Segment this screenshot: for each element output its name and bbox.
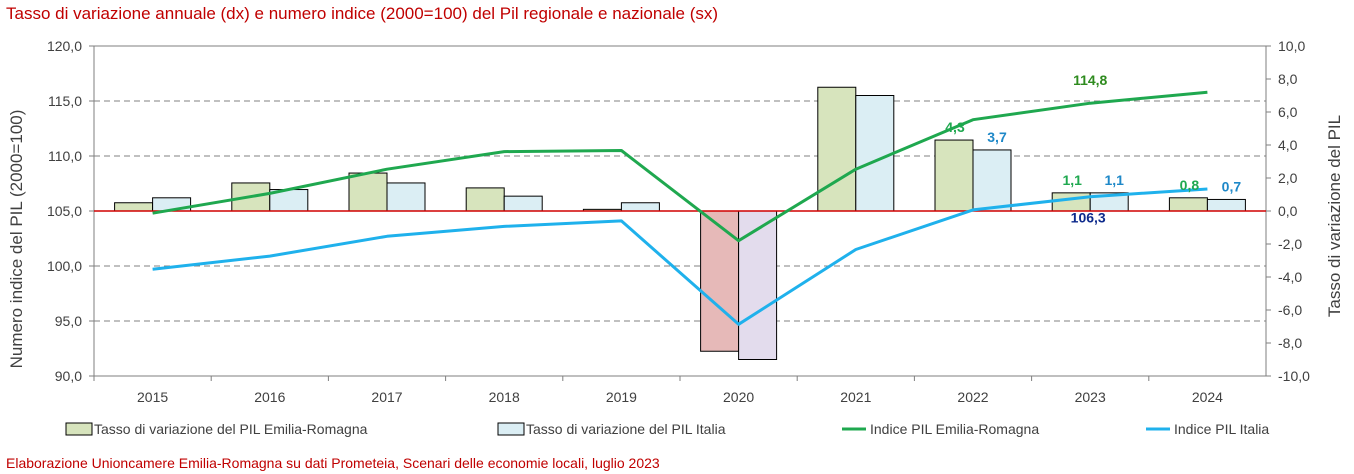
chart-source: Elaborazione Unioncamere Emilia-Romagna … [6, 455, 660, 471]
x-tick-label: 2022 [957, 389, 988, 405]
data-label: 0,8 [1180, 177, 1200, 193]
bar-italia [855, 95, 895, 212]
data-label: 114,8 [1073, 72, 1107, 88]
chart-title: Tasso di variazione annuale (dx) e numer… [6, 4, 719, 23]
y2-tick-label: -10,0 [1278, 368, 1310, 384]
data-label: 0,7 [1222, 178, 1242, 194]
line-emilia-romagna [152, 90, 1208, 243]
y-tick-label: 115,0 [48, 93, 82, 109]
data-label: 3,7 [987, 129, 1007, 145]
y-tick-label: 90,0 [55, 368, 82, 384]
x-tick-label: 2020 [723, 389, 754, 405]
bar-italia [503, 195, 543, 212]
legend-label: Tasso di variazione del PIL Emilia-Romag… [94, 421, 368, 437]
x-tick-label: 2021 [840, 389, 871, 405]
bar-emilia-romagna [1051, 192, 1091, 212]
x-tick-label: 2018 [489, 389, 520, 405]
bar-emilia-romagna [934, 139, 974, 212]
y-tick-label: 95,0 [55, 313, 82, 329]
y2-tick-label: 8,0 [1278, 71, 1298, 87]
line-italia [152, 187, 1208, 326]
x-tick-label: 2019 [606, 389, 637, 405]
y2-tick-label: 2,0 [1278, 170, 1298, 186]
legend-label: Indice PIL Italia [1174, 421, 1269, 437]
bar-emilia-romagna [348, 172, 388, 212]
x-tick-label: 2016 [254, 389, 285, 405]
y2-tick-label: 10,0 [1278, 38, 1305, 54]
y2-tick-label: 0,0 [1278, 203, 1298, 219]
bar-emilia-romagna [1168, 197, 1208, 212]
y-axis-title: Numero indice del PIL (2000=100) [7, 110, 26, 369]
y2-tick-label: -4,0 [1278, 269, 1302, 285]
data-label: 1,1 [1062, 172, 1082, 188]
bar-italia [972, 149, 1012, 212]
bar-emilia-romagna [700, 210, 740, 352]
y-tick-label: 110,0 [48, 148, 82, 164]
y2-tick-label: -8,0 [1278, 335, 1302, 351]
x-tick-label: 2024 [1192, 389, 1223, 405]
x-tick-label: 2017 [371, 389, 402, 405]
y-tick-label: 100,0 [47, 258, 82, 274]
legend-swatch [497, 422, 525, 436]
data-label: 4,3 [945, 119, 965, 135]
x-tick-label: 2023 [1075, 389, 1106, 405]
legend-label: Indice PIL Emilia-Romagna [870, 421, 1039, 437]
y2-tick-label: 6,0 [1278, 104, 1298, 120]
data-label: 1,1 [1104, 172, 1124, 188]
y2-axis-title: Tasso di variazione del PIL [1325, 115, 1344, 317]
y2-tick-label: -6,0 [1278, 302, 1302, 318]
bar-italia [738, 210, 778, 360]
data-label: 106,3 [1071, 210, 1106, 226]
bar-italia [386, 182, 426, 212]
bar-emilia-romagna [465, 187, 505, 212]
bar-italia [1206, 198, 1246, 212]
legend-swatch [65, 422, 93, 436]
y-tick-label: 120,0 [47, 38, 82, 54]
x-tick-label: 2015 [137, 389, 168, 405]
bar-emilia-romagna [114, 202, 154, 212]
legend-label: Tasso di variazione del PIL Italia [526, 421, 726, 437]
y2-tick-label: 4,0 [1278, 137, 1298, 153]
y2-tick-label: -2,0 [1278, 236, 1302, 252]
bar-emilia-romagna [817, 86, 857, 212]
y-tick-label: 105,0 [47, 203, 82, 219]
bar-italia [620, 202, 660, 212]
